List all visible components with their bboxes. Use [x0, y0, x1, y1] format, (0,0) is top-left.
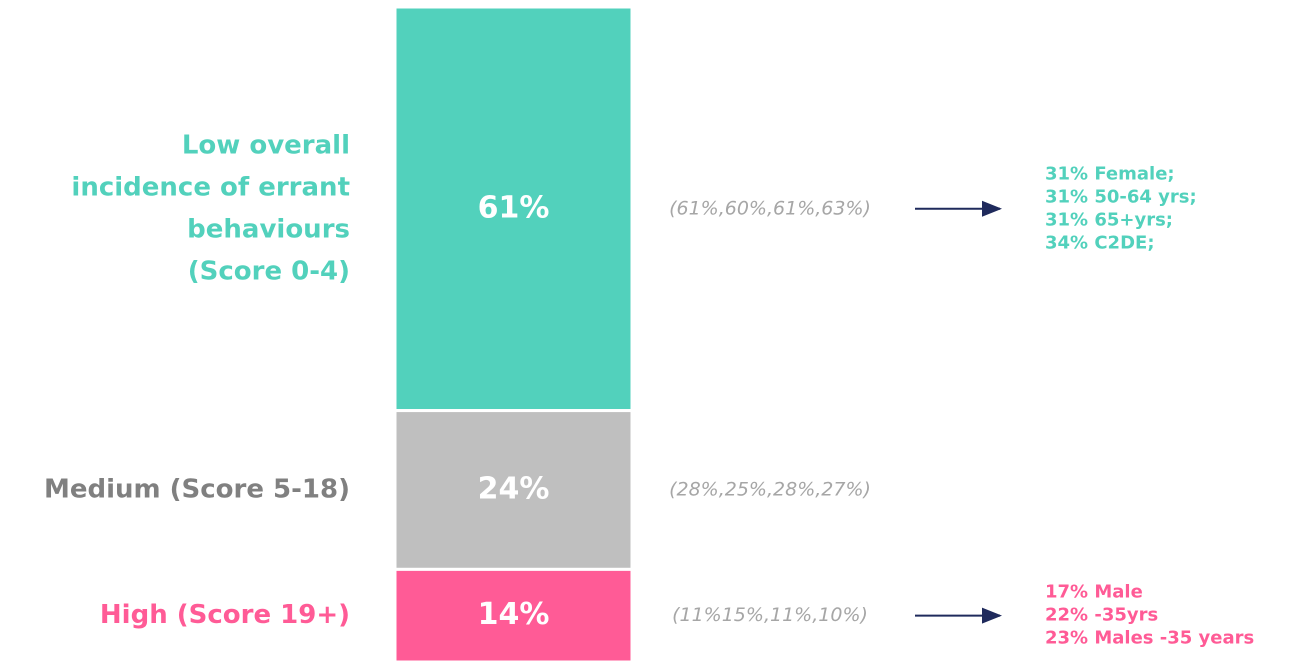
segment-label: High (Score 19+): [100, 600, 350, 630]
note: (61%,60%,61%,63%): [669, 197, 871, 219]
note: (11%15%,11%,10%): [672, 604, 868, 626]
segment-label: behaviours: [187, 214, 350, 244]
detail: 23% Males -35 years: [1045, 628, 1254, 649]
detail: 31% Female;: [1045, 163, 1175, 184]
segment: [393, 409, 634, 571]
detail: 34% C2DE;: [1045, 232, 1155, 253]
detail: 31% 50-64 yrs;: [1045, 186, 1197, 207]
segment: [393, 5, 634, 413]
value-label: 24%: [478, 471, 550, 506]
segment-label: (Score 0-4): [188, 256, 350, 286]
segment-label: Low overall: [182, 130, 350, 160]
detail: 31% 65+yrs;: [1045, 209, 1173, 230]
detail: 17% Male: [1045, 582, 1143, 603]
segment: [393, 567, 634, 664]
segment-label: incidence of errant: [71, 172, 350, 202]
note: (28%,25%,28%,27%): [669, 478, 871, 500]
value-label: 14%: [478, 597, 550, 632]
value-label: 61%: [478, 190, 550, 225]
detail: 22% -35yrs: [1045, 605, 1158, 626]
segment-label: Medium (Score 5-18): [44, 474, 350, 504]
